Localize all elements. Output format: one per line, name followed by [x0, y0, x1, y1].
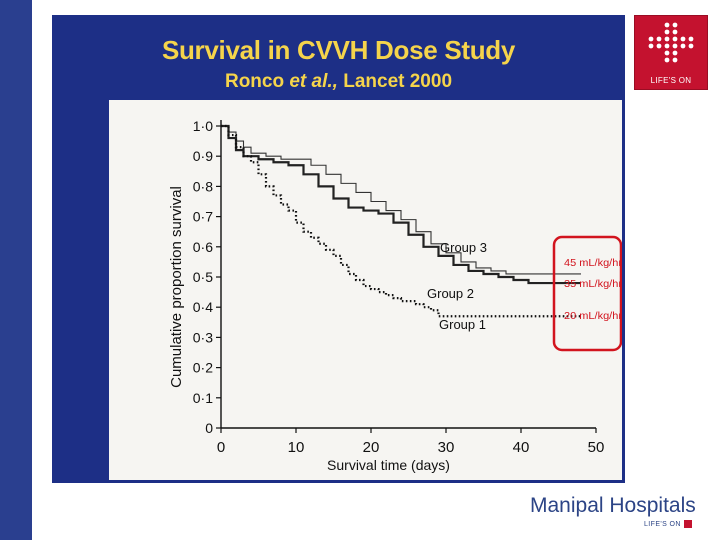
y-tick-label: 0·3	[193, 329, 213, 345]
logo-tagline: LIFE'S ON	[650, 76, 692, 85]
logo-dot	[648, 36, 654, 42]
x-tick-label: 30	[438, 439, 455, 456]
y-tick-label: 0·2	[193, 360, 213, 376]
logo-dot	[672, 50, 678, 56]
y-tick-label: 0·7	[193, 209, 213, 225]
logo-dot	[648, 43, 654, 49]
x-axis-title: Survival time (days)	[327, 457, 450, 473]
logo-dot	[656, 43, 662, 49]
dose-label: 45 mL/kg/hr	[564, 257, 622, 269]
logo-dot	[664, 50, 670, 56]
chart-lines	[221, 124, 581, 318]
logo-dot	[672, 22, 678, 28]
y-tick-label: 0·9	[193, 148, 213, 164]
series-label: Group 3	[440, 240, 487, 255]
left-accent-bar	[0, 0, 32, 540]
footer-brand: Manipal Hospitals	[530, 494, 696, 517]
logo-dot	[672, 29, 678, 35]
survival-chart: 0 0·1 0·2 0·3 0·4 0·5 0·6 0·7 0·8 0·9 1·0 0 10 20 30 40…	[109, 100, 622, 480]
logo-dot	[664, 22, 670, 28]
y-tick-label: 0·4	[193, 299, 213, 315]
survival-line-group-1	[221, 124, 581, 318]
logo-dot	[688, 36, 694, 42]
chart-axes: 0 0·1 0·2 0·3 0·4 0·5 0·6 0·7 0·8 0·9 1·0 0 10 20 30 40…	[193, 118, 605, 456]
subtitle-authors: Ronco	[224, 71, 285, 92]
x-tick-label: 0	[217, 439, 225, 456]
slide-panel: Survival in CVVH Dose Study Ronco et al.…	[52, 15, 625, 483]
footer-tagline-text: LIFE'S ON	[644, 520, 681, 528]
y-tick-label: 1·0	[193, 118, 213, 134]
slide-title: Survival in CVVH Dose Study	[161, 35, 516, 65]
footer-tagline: LIFE'S ON	[644, 520, 692, 528]
brand-logo: LIFE'S ON	[634, 15, 708, 90]
dose-label: 20 mL/kg/hr	[564, 310, 622, 322]
logo-dot	[664, 29, 670, 35]
chart-labels: Survival time (days) Cumulative proportio…	[168, 186, 622, 473]
x-tick-label: 10	[288, 439, 305, 456]
logo-dot	[664, 36, 670, 42]
y-tick-label: 0·6	[193, 239, 213, 255]
x-tick-label: 50	[588, 439, 605, 456]
subtitle-rest: Lancet 2000	[343, 71, 453, 92]
annotation-red-box	[552, 235, 622, 352]
y-tick-label: 0·1	[193, 390, 213, 406]
y-tick-label: 0·8	[193, 178, 213, 194]
logo-dot	[664, 43, 670, 49]
series-label: Group 2	[427, 286, 474, 301]
y-tick-label: 0·5	[193, 269, 213, 285]
logo-dot	[672, 57, 678, 63]
logo-dot	[672, 36, 678, 42]
logo-dot	[656, 36, 662, 42]
subtitle-etal: et al.,	[289, 71, 338, 92]
chart-annotation	[552, 235, 622, 352]
x-tick-label: 40	[513, 439, 530, 456]
series-label: Group 1	[439, 317, 486, 332]
logo-dot	[688, 43, 694, 49]
survival-line-group-3	[221, 125, 581, 275]
dose-label: 35 mL/kg/hr	[564, 278, 622, 290]
x-tick-label: 20	[363, 439, 380, 456]
logo-dot	[672, 43, 678, 49]
survival-chart-svg: 0 0·1 0·2 0·3 0·4 0·5 0·6 0·7 0·8 0·9 1·0 0 10 20 30 40…	[168, 118, 622, 473]
logo-dot	[664, 57, 670, 63]
slide-subtitle: Ronco et al., Lancet 2000	[52, 71, 625, 93]
survival-line-group-2	[221, 124, 581, 285]
logo-dot	[680, 43, 686, 49]
plus-dots-icon	[648, 22, 694, 63]
logo-dot	[680, 36, 686, 42]
y-axis-title: Cumulative proportion survival	[168, 186, 185, 388]
y-tick-label: 0	[205, 420, 213, 436]
red-square-icon	[683, 520, 692, 528]
